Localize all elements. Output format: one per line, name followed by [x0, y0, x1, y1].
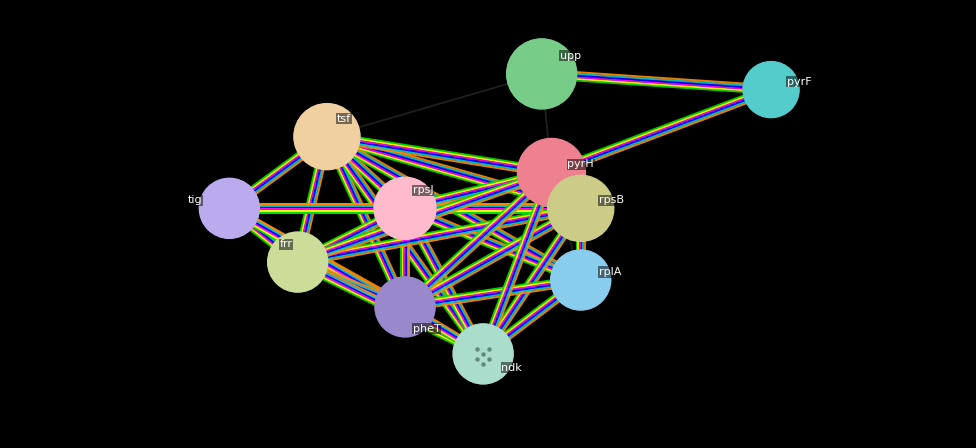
- Text: tig: tig: [187, 195, 202, 205]
- Circle shape: [517, 138, 586, 207]
- Text: tsf: tsf: [337, 114, 351, 124]
- Text: upp: upp: [559, 51, 581, 61]
- Circle shape: [453, 324, 513, 384]
- Text: pyrH: pyrH: [567, 159, 594, 169]
- Circle shape: [507, 39, 577, 109]
- Text: rplA: rplA: [598, 267, 621, 277]
- Circle shape: [743, 61, 799, 117]
- Circle shape: [375, 277, 435, 337]
- Text: frr: frr: [280, 239, 293, 249]
- Text: rpsJ: rpsJ: [413, 185, 433, 195]
- Circle shape: [267, 232, 328, 292]
- Circle shape: [374, 177, 436, 239]
- Text: ndk: ndk: [501, 363, 522, 373]
- Circle shape: [294, 103, 360, 170]
- Circle shape: [199, 178, 260, 238]
- Text: pheT: pheT: [413, 324, 441, 334]
- Circle shape: [548, 175, 614, 241]
- Text: rpsB: rpsB: [598, 195, 624, 205]
- Text: pyrF: pyrF: [787, 77, 812, 86]
- Circle shape: [550, 250, 611, 310]
